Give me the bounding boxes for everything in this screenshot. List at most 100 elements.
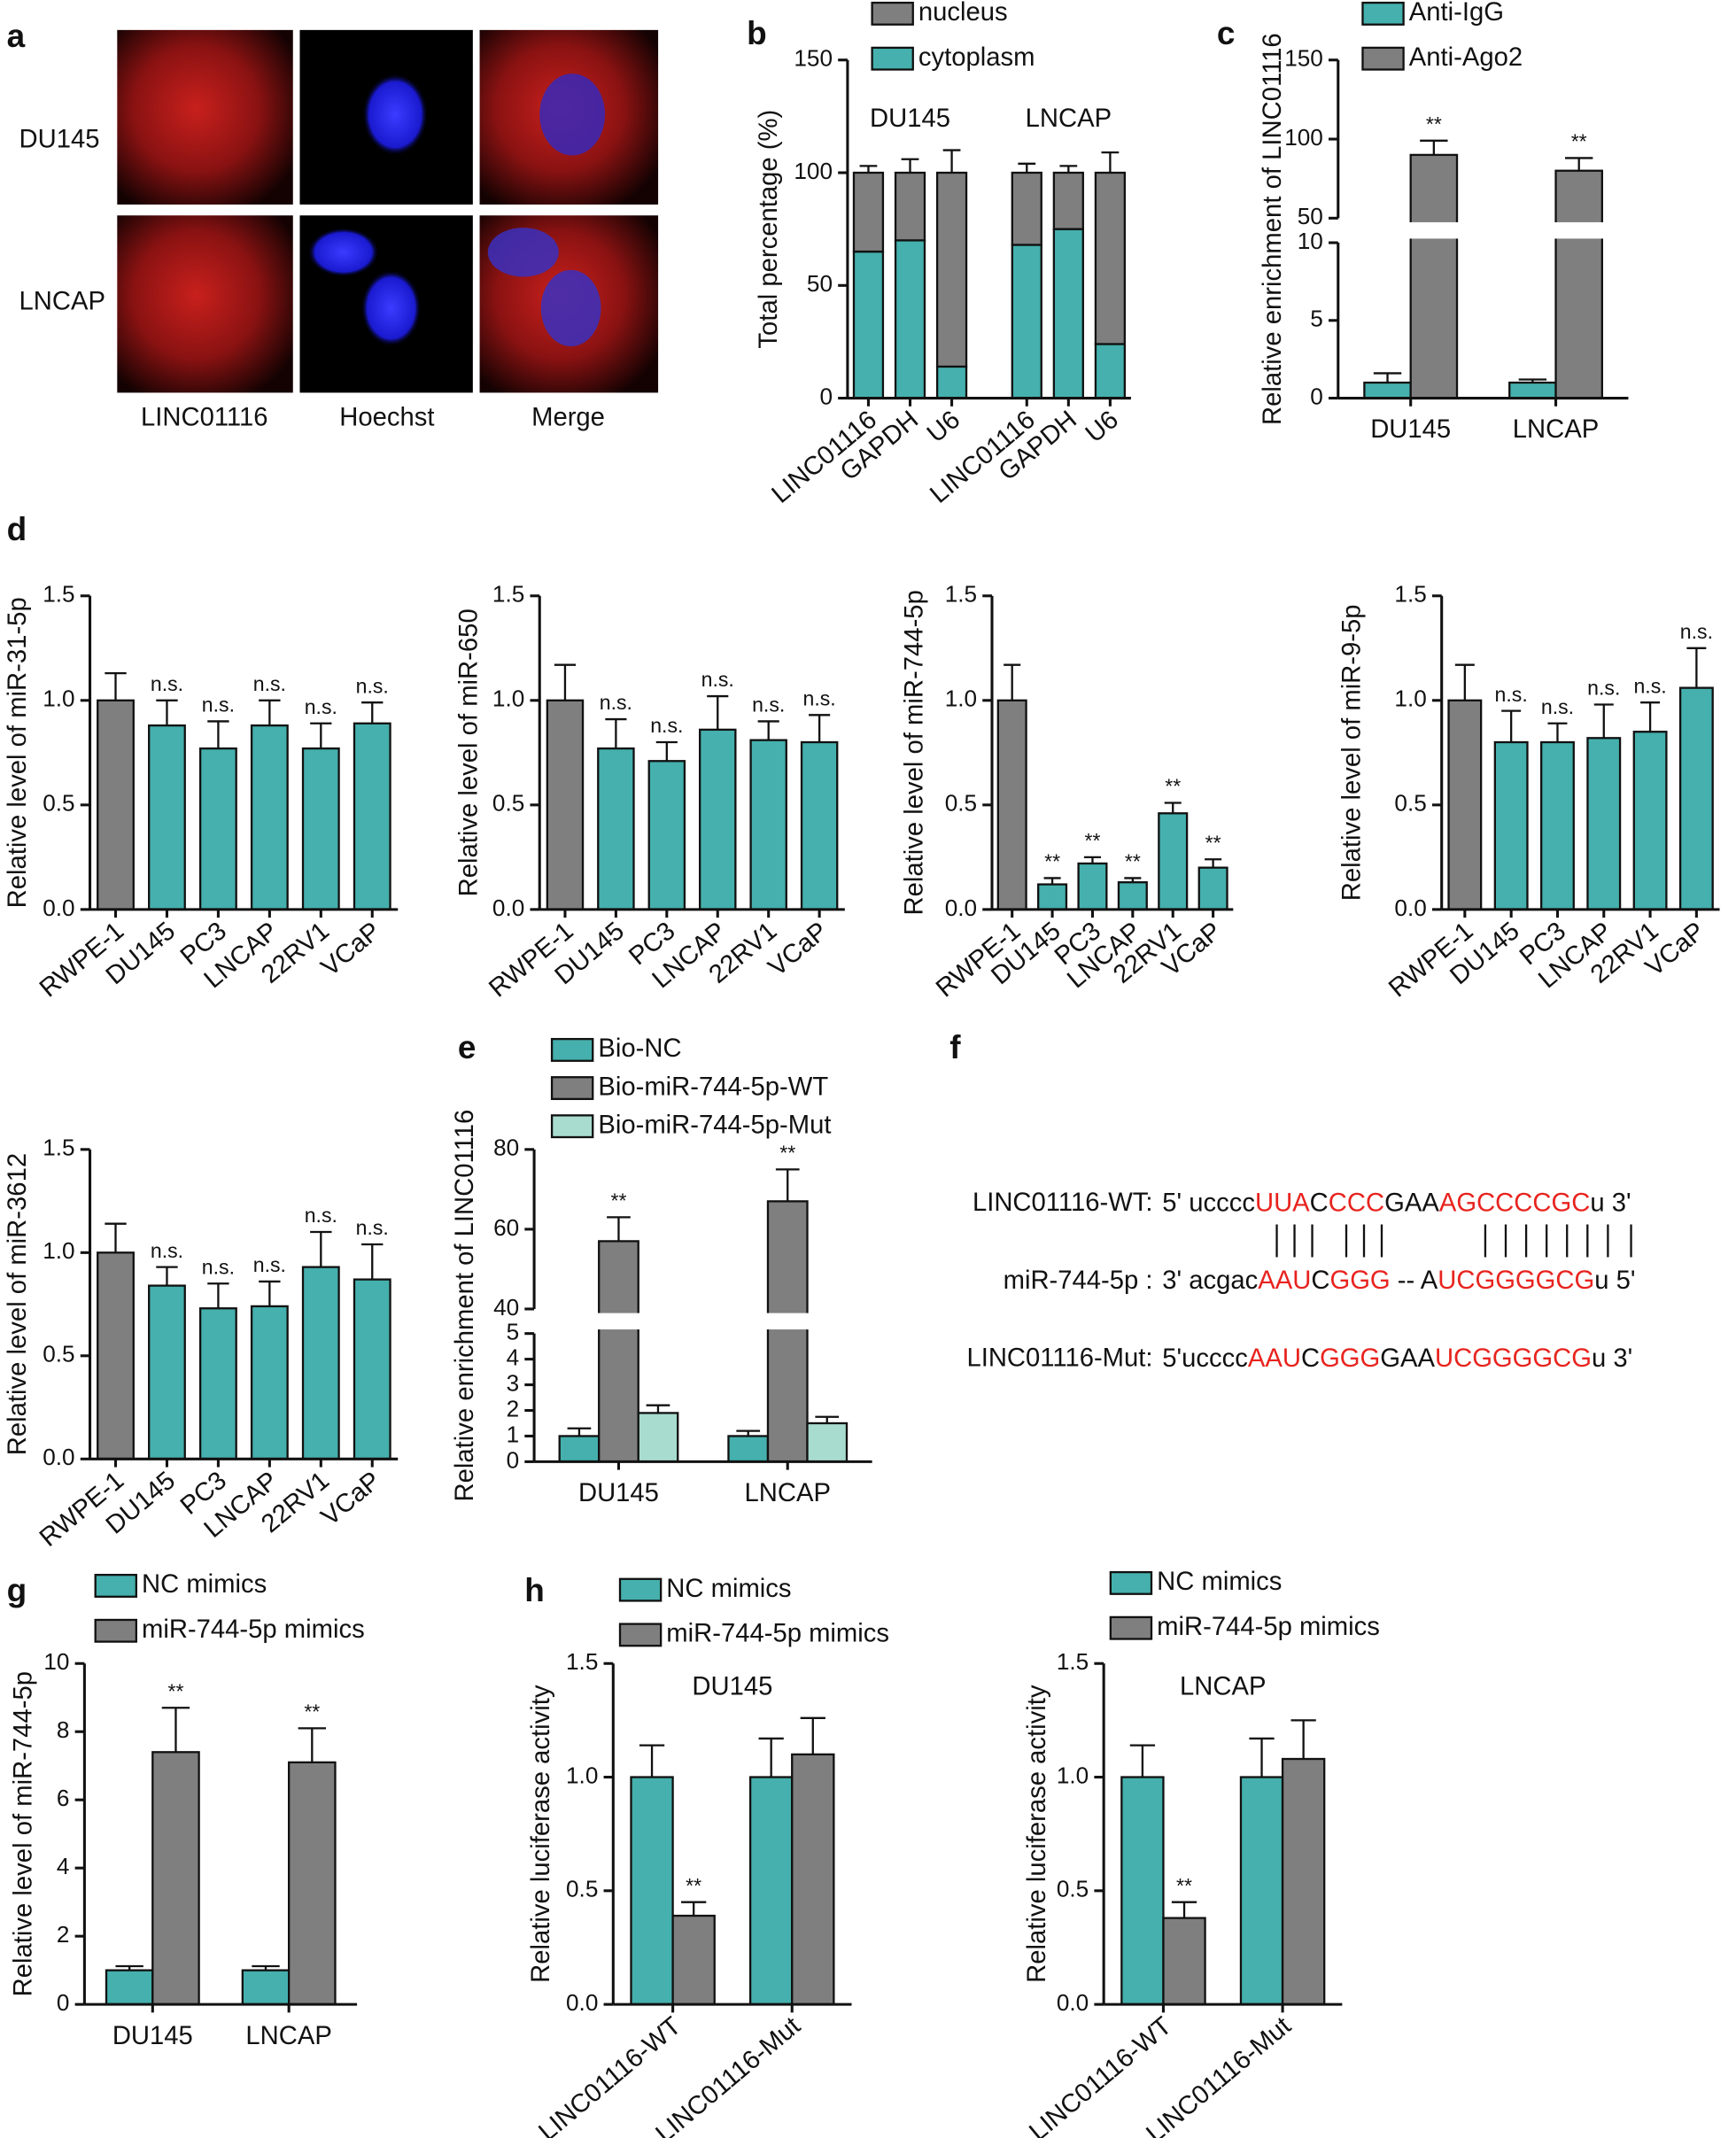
y-axis-label: Total percentage (%)	[755, 110, 783, 349]
legend-label: NC mimics	[666, 1575, 791, 1603]
sequence-segment: GAA	[1380, 1344, 1435, 1373]
error-bar	[1164, 802, 1182, 814]
bar	[1011, 244, 1042, 399]
legend-swatch	[1109, 1615, 1153, 1640]
legend-swatch	[550, 1076, 594, 1101]
panel-letter: a	[7, 18, 26, 54]
chart: ** ** 0 2 4 6 8 10 DU145 LNCAP Relative level of m…	[9, 1570, 364, 2050]
bar	[353, 1278, 391, 1460]
legend-label: Bio-NC	[598, 1034, 681, 1063]
chart: n.s.n.s.n.s.n.s.n.s.0.00.51.01.5RWPE-1DU…	[4, 581, 399, 1003]
sequence-segment: u 3'	[1590, 1189, 1631, 1217]
x-tick-label: VCaP	[316, 1467, 386, 1532]
error-bar	[1249, 1737, 1275, 1778]
error-bar	[1171, 1901, 1197, 1918]
axis-break	[1337, 221, 1630, 239]
sequence-segment: CCC	[1329, 1189, 1384, 1217]
bar	[105, 1969, 154, 2006]
error-bar	[156, 699, 178, 726]
error-bar	[758, 1737, 784, 1778]
y-tick-label: 0.5	[43, 1341, 74, 1367]
bar	[1508, 381, 1557, 399]
y-tick-label: 1.0	[492, 686, 524, 712]
significance: **	[610, 1189, 626, 1212]
x-tick-label: DU145	[112, 2022, 193, 2050]
legend-label: Bio-miR-744-5p-Mut	[598, 1111, 831, 1139]
legend-swatch	[1109, 1570, 1153, 1595]
significance: n.s.	[1587, 677, 1620, 700]
y-axis-label: Relative level of miR-31-5p	[4, 597, 32, 908]
y-tick-label: 40	[493, 1294, 519, 1321]
bar	[198, 1307, 237, 1460]
error-bar	[1101, 151, 1120, 174]
error-bar	[605, 717, 627, 749]
bar	[1158, 812, 1189, 911]
significance: n.s.	[356, 1216, 389, 1239]
sequence: 5' uccccUUACCCCGAAAGCCCCGCu 3'	[1162, 1189, 1631, 1217]
error-bar	[156, 1266, 178, 1286]
y-tick-label: 60	[493, 1214, 519, 1241]
y-tick-label: 10	[1298, 228, 1323, 254]
micrograph	[117, 215, 293, 393]
micrograph	[117, 29, 293, 205]
bar	[727, 1435, 770, 1463]
bar	[353, 722, 391, 911]
error-bar	[1004, 663, 1021, 701]
y-tick-label: 100	[1284, 124, 1323, 151]
chart: n.s.n.s.n.s.n.s.n.s.0.00.51.01.5RWPE-1DU…	[454, 581, 845, 1003]
column-label: LINC01116	[141, 403, 268, 431]
bar	[1409, 153, 1459, 399]
y-tick-label: 4	[507, 1344, 520, 1371]
chart: **0.00.51.01.5LINC01116-WTLINC01116-MutR…	[527, 1575, 889, 2138]
axis-break	[532, 1313, 874, 1330]
sequence-segment: GGG	[1320, 1344, 1380, 1373]
significance: n.s.	[151, 1239, 183, 1262]
sequence-segment: 3' acgac	[1162, 1267, 1258, 1295]
letters: a b c d e f g h	[7, 15, 1236, 1608]
bar	[671, 1914, 716, 2006]
x-tick-label: LNCAP	[745, 1479, 831, 1507]
row-label: DU145	[19, 125, 100, 153]
panel-letter: c	[1217, 15, 1236, 51]
x-tick-label: VCaP	[763, 917, 833, 982]
bar	[852, 250, 885, 399]
error-bar	[1018, 162, 1036, 174]
error-bar	[681, 1901, 707, 1917]
chart: 050100150LINC01116GAPDHU6LINC01116GAPDHU…	[755, 0, 1131, 509]
sequence-label: miR-744-5p :	[1004, 1267, 1153, 1295]
error-bar	[1640, 701, 1661, 732]
y-tick-label: 0.0	[1394, 895, 1426, 921]
x-tick-label: LNCAP	[245, 2022, 331, 2050]
x-tick-label: DU145	[1370, 415, 1451, 444]
bar	[250, 724, 289, 911]
significance: **	[1176, 1874, 1192, 1897]
y-tick-label: 0.0	[43, 895, 74, 921]
bar	[1117, 881, 1148, 911]
sequence-segment: C	[1301, 1344, 1320, 1373]
legend-label: Bio-miR-744-5p-WT	[598, 1073, 828, 1101]
bar	[1554, 169, 1604, 399]
significance: n.s.	[202, 693, 235, 717]
bar	[996, 699, 1027, 911]
bar	[241, 1969, 291, 2006]
sequence-label: LINC01116-WT:	[973, 1189, 1153, 1217]
column-label: Hoechst	[339, 403, 434, 431]
y-tick-label: 4	[57, 1853, 70, 1879]
bar	[1586, 737, 1622, 911]
bar	[597, 747, 635, 911]
bar	[1162, 1917, 1206, 2006]
significance: n.s.	[1680, 620, 1713, 643]
bar	[558, 1435, 601, 1463]
bar	[598, 1240, 639, 1463]
image-panel: DU145 LNCAP LINC01116 Hoechst Merge	[19, 29, 659, 431]
significance: n.s.	[600, 691, 632, 714]
error-bar	[1547, 722, 1568, 743]
chart-title: LNCAP	[1180, 1673, 1266, 1701]
significance: **	[1205, 831, 1221, 854]
y-tick-label: 0.5	[566, 1876, 598, 1902]
legend-swatch	[550, 1114, 594, 1139]
y-tick-label: 0	[507, 1446, 520, 1473]
y-tick-label: 2	[57, 1921, 70, 1948]
y-axis-label: Relative enrichment of LINC01116	[451, 1110, 479, 1502]
